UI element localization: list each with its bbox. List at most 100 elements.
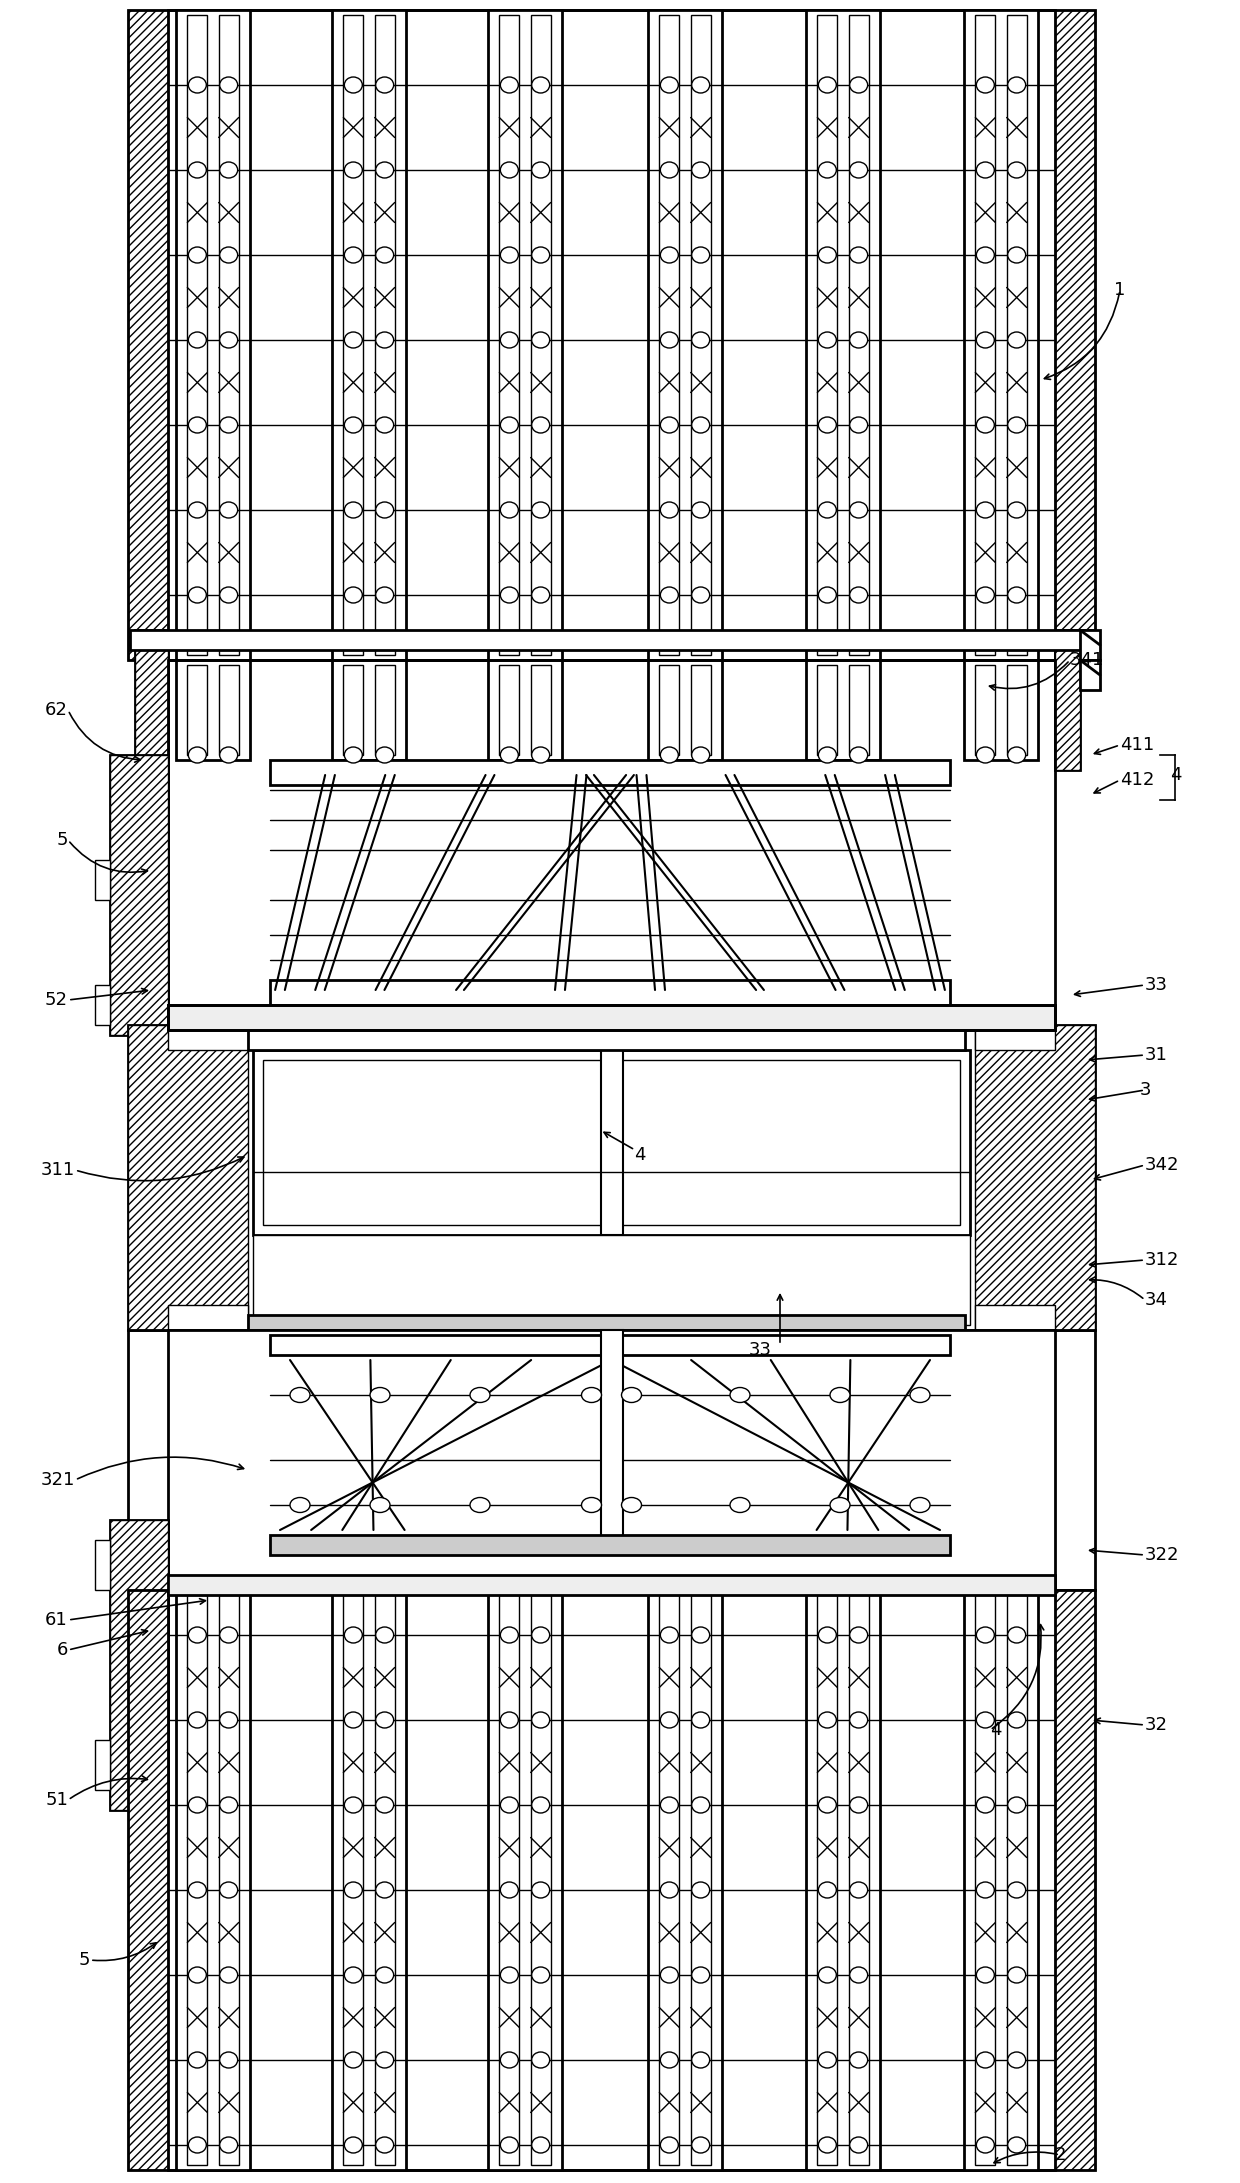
Ellipse shape (532, 587, 549, 603)
Bar (167, 1589, 1055, 2170)
Ellipse shape (345, 1626, 362, 1644)
Ellipse shape (188, 587, 206, 603)
Ellipse shape (345, 1797, 362, 1814)
Ellipse shape (376, 2137, 393, 2152)
Bar (167, 1026, 248, 1050)
Bar (500, 666, 520, 755)
Ellipse shape (345, 2137, 362, 2152)
Bar (218, 666, 238, 755)
Bar (167, 1574, 1055, 1596)
Bar (135, 631, 167, 771)
Ellipse shape (692, 2052, 709, 2067)
Text: 32: 32 (1145, 1716, 1168, 1733)
Text: 1: 1 (1115, 282, 1126, 299)
Bar (1007, 15, 1027, 655)
Bar (1007, 1596, 1027, 2166)
Ellipse shape (376, 76, 393, 94)
Bar (500, 1596, 520, 2166)
Text: 2: 2 (1054, 2146, 1065, 2163)
Bar (691, 666, 711, 755)
Bar (95, 985, 110, 1026)
Bar (248, 1314, 965, 1329)
Ellipse shape (818, 162, 836, 179)
Ellipse shape (345, 1711, 362, 1729)
Ellipse shape (1008, 2052, 1025, 2067)
Ellipse shape (345, 332, 362, 347)
Ellipse shape (1008, 747, 1025, 764)
Bar (374, 15, 394, 655)
Ellipse shape (661, 502, 678, 517)
Bar (600, 1050, 622, 1236)
Ellipse shape (532, 2137, 549, 2152)
Bar (128, 1026, 1095, 1329)
Bar (270, 760, 950, 786)
Bar (187, 666, 207, 755)
Ellipse shape (830, 1388, 849, 1401)
Text: 62: 62 (45, 701, 68, 718)
Bar (817, 1596, 837, 2166)
Bar (167, 1004, 1055, 1030)
Ellipse shape (376, 1967, 393, 1982)
Bar (660, 1596, 680, 2166)
Ellipse shape (849, 247, 868, 262)
Bar (1055, 1589, 1095, 2170)
Ellipse shape (1008, 502, 1025, 517)
Ellipse shape (910, 1388, 930, 1401)
Ellipse shape (219, 747, 238, 764)
Ellipse shape (818, 1797, 836, 1814)
Bar (975, 1026, 1095, 1329)
Ellipse shape (219, 2052, 238, 2067)
Bar (176, 659, 250, 760)
Ellipse shape (692, 76, 709, 94)
Ellipse shape (345, 747, 362, 764)
Ellipse shape (532, 747, 549, 764)
Ellipse shape (818, 2137, 836, 2152)
Ellipse shape (532, 1626, 549, 1644)
Ellipse shape (692, 1882, 709, 1897)
Ellipse shape (1008, 332, 1025, 347)
Ellipse shape (376, 1626, 393, 1644)
Text: 4: 4 (990, 1720, 1002, 1740)
Ellipse shape (976, 1882, 994, 1897)
Ellipse shape (532, 1882, 549, 1897)
Bar (963, 659, 1038, 760)
Bar (848, 1596, 869, 2166)
Text: 341: 341 (1070, 651, 1105, 668)
Ellipse shape (621, 1388, 641, 1401)
Text: 5: 5 (57, 832, 68, 849)
Ellipse shape (1008, 1882, 1025, 1897)
Bar (128, 11, 167, 659)
Ellipse shape (661, 247, 678, 262)
Ellipse shape (692, 1967, 709, 1982)
Ellipse shape (661, 162, 678, 179)
Ellipse shape (500, 2137, 518, 2152)
Ellipse shape (818, 747, 836, 764)
Ellipse shape (345, 417, 362, 432)
Bar (343, 15, 363, 655)
Bar (167, 11, 1055, 659)
Ellipse shape (976, 417, 994, 432)
Bar (975, 1305, 1055, 1329)
Ellipse shape (188, 2052, 206, 2067)
Ellipse shape (730, 1498, 750, 1513)
Ellipse shape (849, 1967, 868, 1982)
Ellipse shape (1008, 587, 1025, 603)
Ellipse shape (818, 1967, 836, 1982)
Ellipse shape (849, 502, 868, 517)
Ellipse shape (345, 587, 362, 603)
Ellipse shape (818, 502, 836, 517)
Bar (976, 1596, 996, 2166)
Bar (253, 1050, 970, 1236)
Bar (1055, 631, 1080, 771)
Ellipse shape (730, 1388, 750, 1401)
Bar (332, 1589, 405, 2170)
Bar (531, 15, 551, 655)
Ellipse shape (188, 1797, 206, 1814)
Bar (691, 15, 711, 655)
Ellipse shape (849, 747, 868, 764)
Bar (343, 1596, 363, 2166)
Ellipse shape (219, 162, 238, 179)
Ellipse shape (376, 247, 393, 262)
Ellipse shape (661, 1882, 678, 1897)
Ellipse shape (219, 1882, 238, 1897)
